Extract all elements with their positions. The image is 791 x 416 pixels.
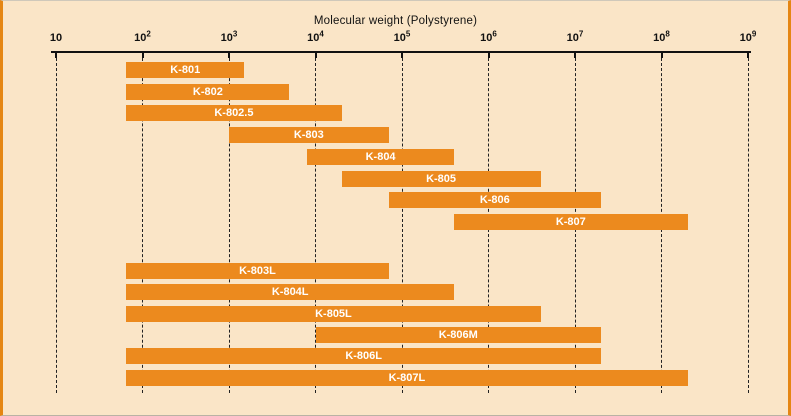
bar-label: K-806L — [345, 350, 383, 363]
column-range-bar-k-806m: K-806M — [315, 326, 602, 343]
axis-tick-mark — [747, 52, 749, 58]
bar-label: K-802.5 — [214, 107, 254, 120]
column-range-bar-k-801: K-801 — [126, 62, 245, 78]
gridline — [315, 58, 316, 393]
axis-tick-label: 10 — [49, 32, 63, 44]
bar-label: K-803L — [239, 265, 276, 277]
axis-tick-mark — [55, 52, 57, 58]
axis-tick-label: 103 — [220, 29, 238, 44]
gridline — [142, 58, 143, 393]
gridline — [401, 58, 403, 393]
column-range-bar-k-805l: K-805L — [126, 305, 541, 322]
axis-tick-label: 107 — [566, 29, 584, 44]
column-range-bar-k-803: K-803 — [229, 127, 389, 144]
axis-tick-mark — [660, 52, 663, 58]
axis-tick-label: 109 — [739, 29, 757, 44]
axis-tick-label: 102 — [134, 29, 151, 44]
column-range-bar-k-802.5: K-802.5 — [126, 105, 342, 122]
bar-label: K-805 — [426, 172, 457, 185]
axis-tick-label: 108 — [653, 29, 670, 44]
axis-tick-mark — [487, 52, 490, 58]
gridline — [228, 58, 230, 393]
chart-title: Molecular weight (Polystyrene) — [313, 15, 478, 27]
bar-label: K-806 — [479, 194, 510, 207]
axis-tick-mark — [141, 52, 144, 58]
column-range-bar-k-807l: K-807L — [126, 369, 688, 386]
bar-label: K-807L — [388, 371, 426, 384]
axis-tick-mark — [574, 52, 576, 58]
axis-tick-label: 105 — [393, 29, 411, 44]
column-range-bar-k-802: K-802 — [126, 83, 290, 100]
column-range-bar-k-804l: K-804L — [126, 284, 455, 301]
bar-label: K-802 — [192, 85, 223, 98]
bar-label: K-807 — [555, 215, 586, 228]
axis-tick-mark — [228, 52, 230, 58]
bar-label: K-806M — [438, 328, 478, 341]
column-range-bar-k-806: K-806 — [388, 192, 602, 209]
bar-label: K-803 — [293, 129, 324, 142]
gridline — [747, 58, 749, 393]
column-range-bar-k-805: K-805 — [341, 170, 541, 187]
bar-label: K-804 — [365, 150, 396, 163]
axis-tick-mark — [401, 52, 403, 58]
column-range-bar-k-804: K-804 — [307, 148, 455, 165]
bar-label: K-801 — [170, 64, 201, 76]
column-range-bar-k-807: K-807 — [454, 213, 688, 230]
column-range-bar-k-803l: K-803L — [126, 263, 389, 279]
bar-label: K-805L — [315, 307, 352, 320]
axis-tick-label: 104 — [307, 29, 324, 44]
bar-label: K-804L — [271, 286, 309, 299]
axis-tick-mark — [314, 52, 317, 58]
column-range-bar-k-806l: K-806L — [126, 348, 602, 365]
gridline — [55, 58, 57, 393]
axis-tick-label: 106 — [480, 29, 497, 44]
